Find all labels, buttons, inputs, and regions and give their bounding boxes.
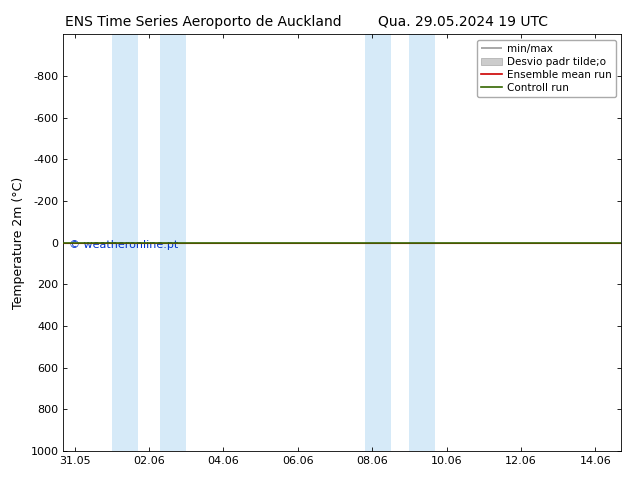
- Bar: [160, 34, 186, 451]
- Y-axis label: Temperature 2m (°C): Temperature 2m (°C): [12, 176, 25, 309]
- Text: Qua. 29.05.2024 19 UTC: Qua. 29.05.2024 19 UTC: [378, 15, 548, 29]
- Text: ENS Time Series Aeroporto de Auckland: ENS Time Series Aeroporto de Auckland: [65, 15, 341, 29]
- Bar: [112, 34, 138, 451]
- Bar: [410, 34, 436, 451]
- Legend: min/max, Desvio padr tilde;o, Ensemble mean run, Controll run: min/max, Desvio padr tilde;o, Ensemble m…: [477, 40, 616, 97]
- Text: © weatheronline.pt: © weatheronline.pt: [69, 241, 178, 250]
- Bar: [365, 34, 391, 451]
